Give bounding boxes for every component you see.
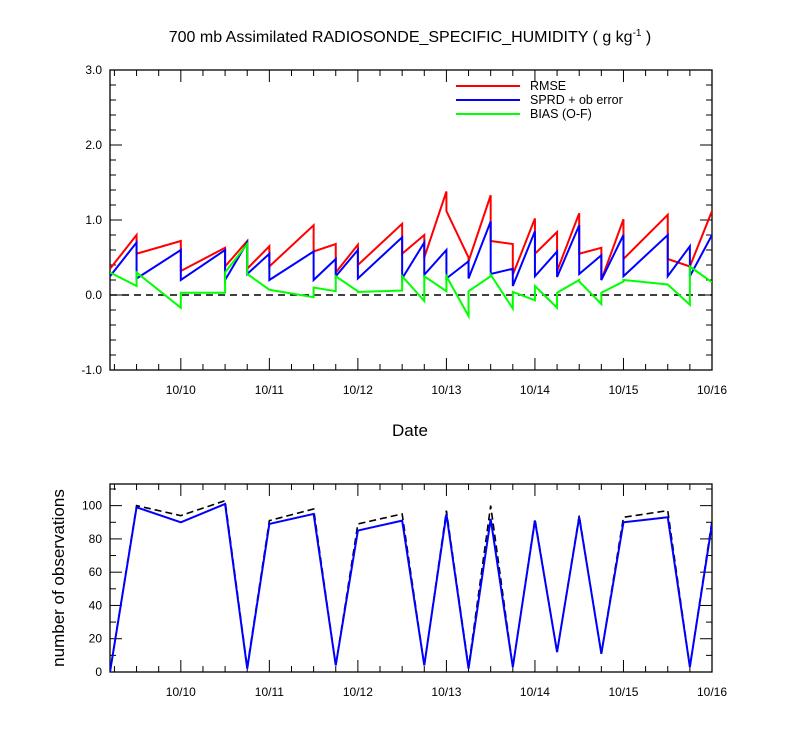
x-tick-label: 10/12 (343, 685, 373, 699)
x-tick-label: 10/13 (431, 383, 461, 397)
top-chart-plot (110, 191, 712, 320)
x-tick-label: 10/16 (697, 685, 727, 699)
series-line-bias-o-f (110, 241, 712, 320)
x-tick-label: 10/14 (520, 685, 550, 699)
top-chart-axes: 10/10 10/11 10/12 10/13 10/14 10/15 10/16 3.0 2.… (81, 63, 727, 397)
y-tick-label: 20 (89, 632, 103, 646)
series-line-observations-possible (110, 499, 712, 672)
y-tick-label: 60 (89, 565, 103, 579)
x-tick-label: 10/10 (166, 383, 196, 397)
y-tick-label: 0 (95, 665, 102, 679)
chart-title: 700 mb Assimilated RADIOSONDE_SPECIFIC_H… (169, 28, 652, 46)
series-line-sprd-ob-error (110, 221, 712, 287)
x-tick-label: 10/14 (520, 383, 550, 397)
legend-label: SPRD + ob error (530, 93, 623, 107)
legend-label: RMSE (530, 79, 566, 93)
bottom-chart-axes: 10/10 10/11 10/12 10/13 10/14 10/15 10/16 100 80… (82, 483, 727, 699)
y-tick-label: 80 (89, 532, 103, 546)
x-tick-label: 10/16 (697, 383, 727, 397)
top-x-axis-title: Date (392, 421, 428, 440)
series-line-observations-used (110, 502, 712, 672)
bottom-y-axis-title: number of observations (49, 489, 68, 667)
y-tick-label: 2.0 (85, 138, 102, 152)
y-tick-label: -1.0 (81, 363, 102, 377)
y-tick-label: 1.0 (85, 213, 102, 227)
plot-frame (109, 69, 713, 371)
y-tick-label: 40 (89, 598, 103, 612)
x-tick-label: 10/13 (431, 685, 461, 699)
x-tick-label: 10/11 (255, 383, 284, 397)
x-tick-label: 10/10 (166, 685, 196, 699)
x-tick-label: 10/11 (255, 685, 284, 699)
legend-label: BIAS (O-F) (530, 107, 592, 121)
bottom-chart-plot (110, 499, 712, 672)
y-tick-label: 100 (82, 499, 102, 513)
x-tick-label: 10/15 (608, 383, 638, 397)
x-tick-label: 10/12 (343, 383, 373, 397)
y-tick-label: 0.0 (85, 288, 102, 302)
plot-frame (109, 483, 713, 673)
x-tick-label: 10/15 (608, 685, 638, 699)
y-tick-label: 3.0 (85, 63, 102, 77)
